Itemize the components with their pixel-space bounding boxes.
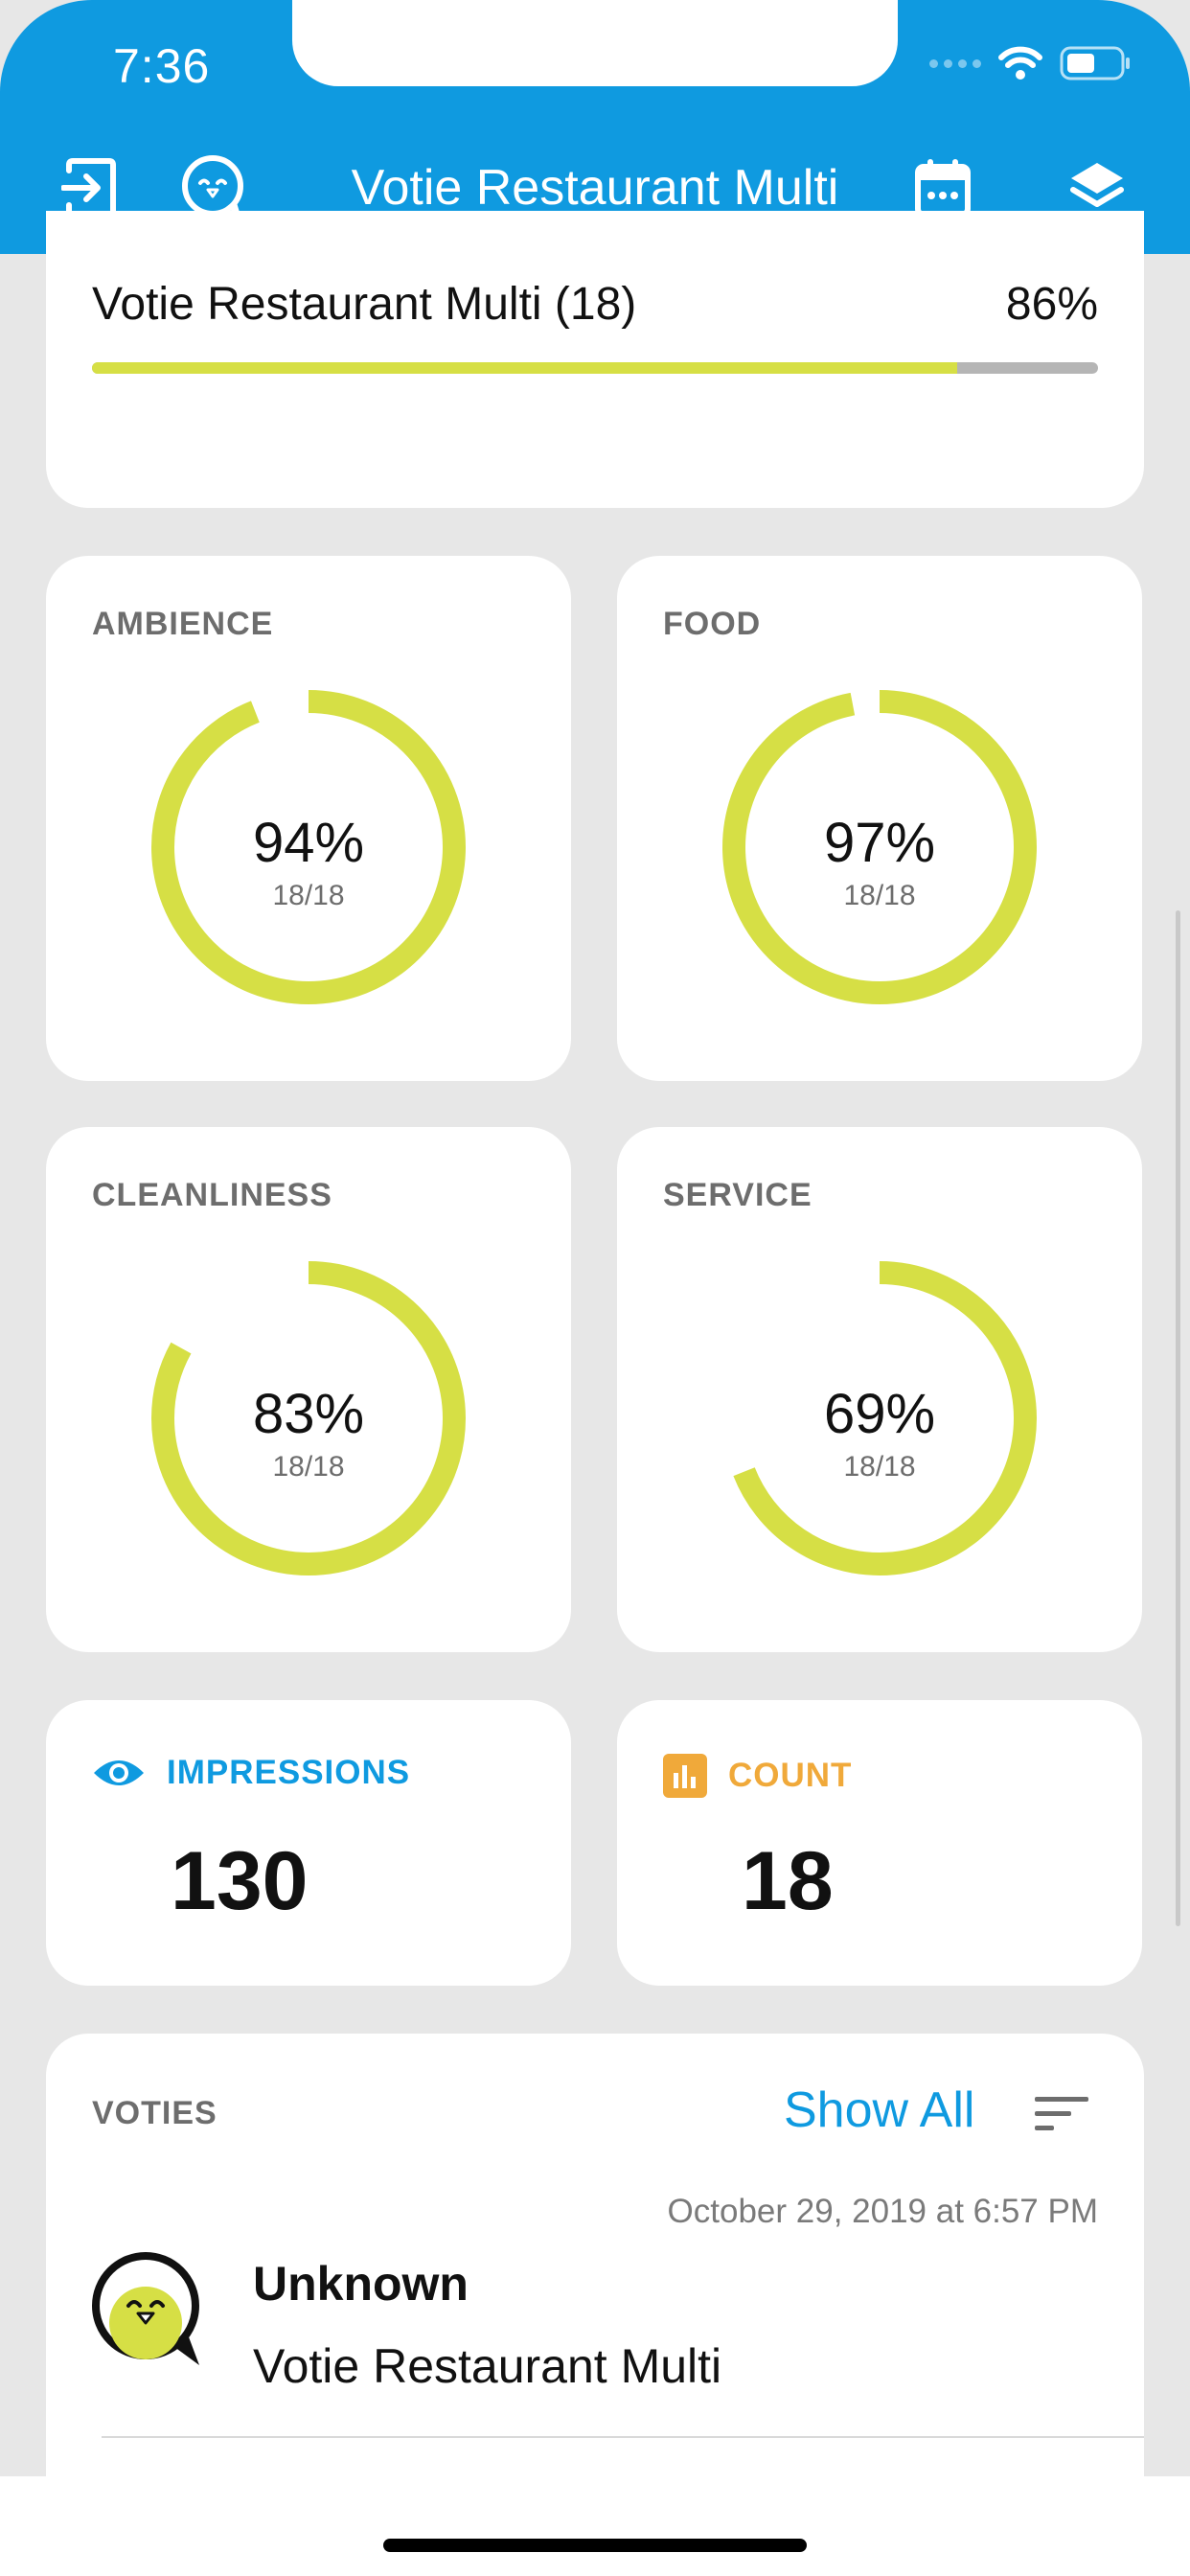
score-ring-graphic xyxy=(151,690,466,1004)
voties-card: VOTIES Show All October 29, 2019 at 6:57… xyxy=(46,2034,1144,2532)
home-indicator[interactable] xyxy=(383,2539,807,2552)
scrollbar[interactable] xyxy=(1176,910,1180,1926)
sort-icon[interactable] xyxy=(1035,2095,1088,2133)
vote-author: Unknown xyxy=(253,2257,469,2311)
count-label: COUNT xyxy=(728,1757,853,1794)
score-ring-graphic xyxy=(722,690,1037,1004)
status-time: 7:36 xyxy=(113,39,211,93)
category-percent: 94% xyxy=(252,812,365,874)
count-value: 18 xyxy=(742,1835,834,1927)
category-count: 18/18 xyxy=(272,1451,345,1483)
wifi-icon xyxy=(998,46,1042,80)
category-label: CLEANLINESS xyxy=(92,1177,332,1213)
category-count: 18/18 xyxy=(843,1451,916,1483)
count-card[interactable]: COUNT 18 xyxy=(617,1700,1142,1986)
impressions-value: 130 xyxy=(171,1835,309,1927)
count-header: COUNT xyxy=(663,1754,852,1798)
category-count: 18/18 xyxy=(272,880,345,911)
voties-label: VOTIES xyxy=(92,2095,217,2131)
layers-icon[interactable] xyxy=(1067,159,1127,218)
impressions-label: IMPRESSIONS xyxy=(167,1754,411,1791)
category-percent: 69% xyxy=(823,1383,936,1445)
summary-progress-bar xyxy=(92,362,1098,374)
category-card-service[interactable]: SERVICE 69% 18/18 xyxy=(617,1127,1142,1652)
eye-icon xyxy=(94,1760,144,1785)
show-all-button[interactable]: Show All xyxy=(784,2082,975,2138)
battery-icon xyxy=(1060,46,1130,80)
signal-icon xyxy=(929,58,981,68)
score-ring-graphic xyxy=(722,1261,1037,1576)
calendar-icon[interactable] xyxy=(914,157,972,218)
category-label: AMBIENCE xyxy=(92,606,274,642)
category-count: 18/18 xyxy=(843,880,916,911)
category-percent: 97% xyxy=(823,812,936,874)
category-card-ambience[interactable]: AMBIENCE 94% 18/18 xyxy=(46,556,571,1081)
impressions-header: IMPRESSIONS xyxy=(92,1754,410,1792)
bar-chart-icon xyxy=(663,1754,707,1798)
category-label: SERVICE xyxy=(663,1177,812,1213)
summary-title: Votie Restaurant Multi (18) xyxy=(92,279,637,330)
score-ring: 94% 18/18 xyxy=(149,688,468,1006)
summary-card[interactable]: Votie Restaurant Multi (18) 86% xyxy=(46,211,1144,508)
category-percent: 83% xyxy=(252,1383,365,1445)
vote-place: Votie Restaurant Multi xyxy=(253,2339,722,2393)
category-card-food[interactable]: FOOD 97% 18/18 xyxy=(617,556,1142,1081)
score-ring: 97% 18/18 xyxy=(721,688,1039,1006)
avatar xyxy=(92,2252,199,2365)
category-card-cleanliness[interactable]: CLEANLINESS 83% 18/18 xyxy=(46,1127,571,1652)
page-title: Votie Restaurant Multi xyxy=(351,160,839,216)
score-ring-graphic xyxy=(151,1261,466,1576)
score-ring: 83% 18/18 xyxy=(149,1259,468,1577)
status-icons xyxy=(929,44,1133,82)
home-indicator-area xyxy=(0,2476,1190,2576)
score-ring: 69% 18/18 xyxy=(721,1259,1039,1577)
impressions-card[interactable]: IMPRESSIONS 130 xyxy=(46,1700,571,1986)
summary-progress-fill xyxy=(92,362,957,374)
device-notch xyxy=(292,0,898,86)
divider xyxy=(102,2436,1144,2438)
summary-percent: 86% xyxy=(1005,279,1098,330)
vote-date: October 29, 2019 at 6:57 PM xyxy=(667,2193,1098,2230)
category-label: FOOD xyxy=(663,606,762,642)
